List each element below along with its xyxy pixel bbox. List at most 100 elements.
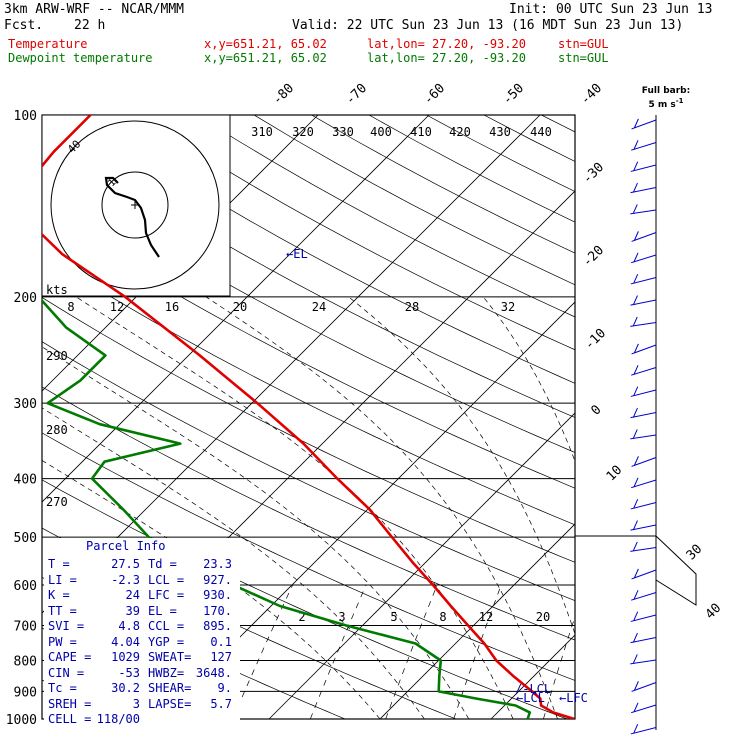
wind-barb-flag [633, 386, 639, 396]
theta-tick-label: 420 [449, 125, 471, 139]
parcel-cell: CCL = [148, 619, 185, 633]
wind-barb [630, 637, 657, 644]
wind-barb [631, 592, 657, 601]
hodo-speed-tick-label: 16 [165, 300, 179, 314]
wind-barb [631, 142, 657, 151]
hodo-speed-tick-label: 24 [312, 300, 326, 314]
wind-barb-flag [632, 316, 638, 327]
parcel-cell: 3648. [195, 665, 232, 680]
theta-tick-label: 430 [489, 125, 511, 139]
wind-barb-flag [633, 407, 638, 418]
wind-barb-flag [633, 161, 639, 171]
parcel-cell: LI = [48, 572, 77, 587]
wind-barb-flag [633, 140, 639, 150]
parcel-cell: 127 [210, 650, 232, 664]
wind-barb-flag [633, 456, 639, 466]
isotherm-line [379, 523, 575, 719]
parcel-cell: SVI = [48, 619, 85, 633]
wind-barb-flag [633, 182, 638, 193]
parcel-cell: LAPSE= [148, 696, 192, 711]
hodograph-trace [104, 176, 160, 258]
isotherm-tick-label: -80 [270, 81, 297, 108]
wind-barb [630, 164, 657, 172]
pressure-tick-label: 1000 [6, 713, 37, 728]
dry-adiabat-line [483, 115, 575, 162]
parcel-cell: CAPE = [48, 650, 92, 664]
wind-barb-flag [633, 231, 639, 241]
dry-adiabat-line [368, 115, 575, 223]
mixing-ratio-tick-label: 12 [479, 610, 493, 624]
dry-adiabat-line [426, 115, 575, 192]
wind-barb [630, 524, 657, 531]
pressure-tick-label: 700 [14, 619, 37, 634]
wind-barb-flag [633, 590, 639, 600]
temperature-stn: stn=GUL [558, 37, 609, 51]
chart-annotations: ←EL /-LCL←LCL ←LFC [286, 247, 588, 705]
dewpoint-legend: Dewpoint temperature [8, 51, 153, 65]
frame-extension [575, 535, 697, 606]
dry-adiabat-line [253, 115, 575, 286]
isotherm-tick-label: -10 [582, 326, 609, 353]
parcel-cell: 4.8 [118, 619, 140, 633]
moist-adiabat-line [348, 296, 575, 635]
mixing-ratio-tick-label: 2 [298, 610, 305, 624]
parcel-cell: 39 [125, 603, 140, 618]
parcel-cell: 5.7 [210, 696, 232, 711]
mixing-ratio-tick-label: 20 [536, 610, 550, 624]
theta-tick-label: 440 [530, 125, 552, 139]
parcel-cell: 170. [203, 603, 232, 618]
wind-barb-flag [633, 477, 639, 488]
wind-barb-flag [632, 654, 638, 664]
wind-barb [630, 322, 657, 327]
wind-barb-flag [632, 204, 638, 214]
wind-barb-flag [633, 632, 638, 643]
wind-barb [631, 119, 657, 130]
parcel-cell: 30.2 [111, 681, 140, 695]
wind-barb [630, 187, 657, 194]
wind-barb-flag [633, 295, 638, 305]
parcel-cell: 3 [132, 696, 140, 711]
parcel-cell: 9. [217, 681, 232, 695]
parcel-cell: K = [48, 588, 70, 602]
temperature-xy: x,y=651.21, 65.02 [204, 37, 327, 51]
wind-barb [630, 659, 657, 665]
pressure-tick-label: 900 [14, 685, 37, 700]
wind-barb [631, 344, 657, 355]
mixing-ratio-line [309, 584, 367, 719]
theta-tick-label: 310 [251, 125, 273, 139]
wind-barb [631, 704, 657, 714]
isotherm-line [42, 115, 430, 503]
isotherm-tick-label: -20 [580, 243, 607, 270]
pressure-tick-label: 600 [14, 579, 37, 594]
hodo-speed-tick-label: 32 [501, 300, 515, 314]
parcel-cell: EL = [148, 603, 177, 618]
wind-barb-flag [632, 541, 638, 552]
dry-adiabat-line [42, 210, 575, 489]
wind-barb-flag [633, 520, 638, 530]
isotherm-line [157, 301, 575, 719]
plot-border [41, 114, 576, 720]
theta-tick-label: 290 [46, 349, 68, 363]
isotherm-line [713, 115, 740, 719]
parcel-cell: SWEAT= [148, 650, 192, 664]
theta-tick-label: 280 [46, 423, 68, 437]
isotherm-tick-label: 40 [703, 601, 725, 623]
wind-barb [631, 232, 657, 242]
mixing-ratio-tick-label: 8 [439, 610, 446, 624]
wind-barb-flag [633, 118, 639, 129]
wind-barb-flag [633, 723, 639, 734]
parcel-cell: SHEAR= [148, 681, 192, 695]
pressure-tick-label: 100 [14, 109, 37, 124]
parcel-info: Parcel Info T = 27.5 Td = 23.3 LI = -2.3 LCL =… [44, 538, 240, 726]
wind-barb [630, 277, 657, 285]
isotherm-tick-label: 10 [604, 463, 626, 485]
parcel-cell: LCL = [148, 572, 185, 587]
parcel-cell: Td = [148, 557, 177, 571]
wind-barb [630, 209, 657, 215]
pressure-tick-label: 200 [14, 291, 37, 306]
barb-legend-exp: -1 [675, 97, 684, 105]
parcel-cell: 27.5 [111, 557, 140, 571]
hodo-speed-tick-label: 28 [405, 300, 419, 314]
parcel-cell: T = [48, 557, 70, 571]
